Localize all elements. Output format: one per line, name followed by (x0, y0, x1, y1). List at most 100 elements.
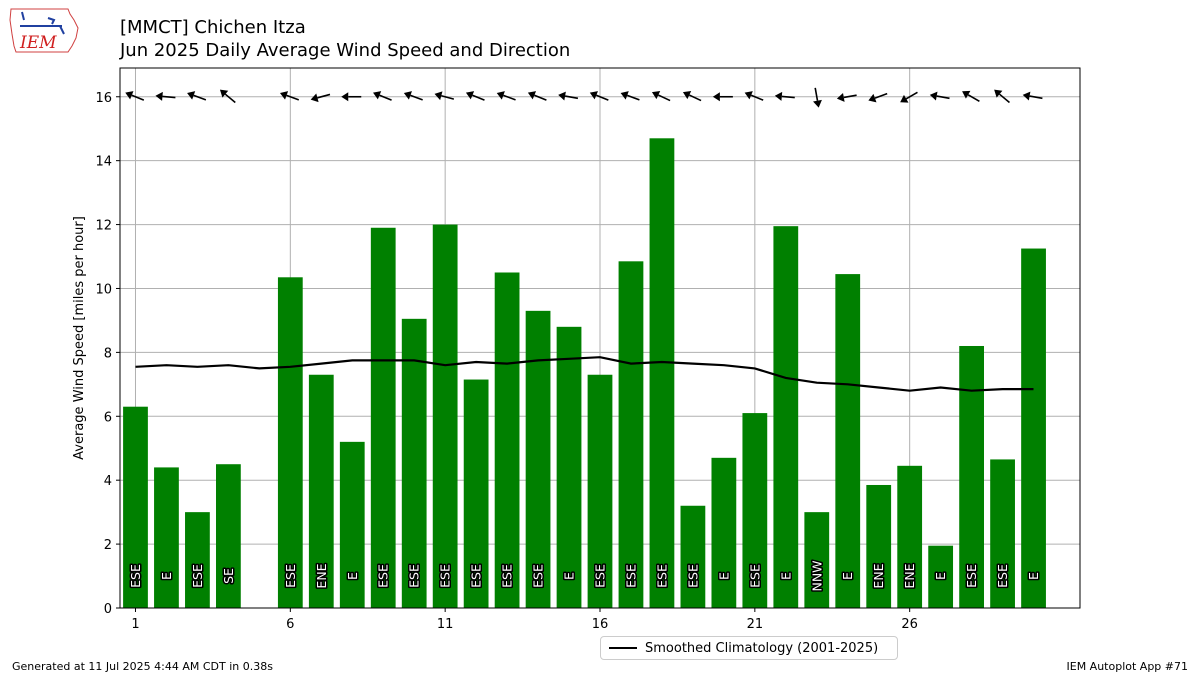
direction-label: E (840, 572, 855, 580)
wind-direction-arrow (155, 91, 176, 101)
wind-direction-arrow (682, 90, 702, 102)
direction-label: ESE (190, 564, 205, 588)
speed-bar (185, 512, 210, 608)
y-tick-label: 2 (104, 538, 112, 553)
wind-direction-arrow (620, 91, 640, 101)
direction-label: E (716, 572, 731, 580)
direction-label: ESE (995, 564, 1010, 588)
direction-label: ESE (376, 564, 391, 588)
climatology-layer (135, 356, 1034, 392)
wind-direction-arrow (1022, 91, 1043, 101)
speed-bar (308, 374, 334, 608)
direction-label: ESE (685, 564, 700, 588)
x-tick-label: 11 (437, 617, 454, 632)
app-label: IEM Autoplot App #71 (1066, 660, 1189, 673)
direction-label: ESE (469, 564, 484, 588)
direction-label: E (562, 572, 577, 580)
speed-bar (897, 465, 923, 608)
speed-bar (494, 272, 520, 608)
generated-timestamp: Generated at 11 Jul 2025 4:44 AM CDT in … (12, 660, 273, 673)
speed-bar (711, 457, 737, 608)
wind-direction-arrow (962, 90, 980, 102)
direction-label: SE (221, 568, 236, 584)
direction-label: E (345, 572, 360, 580)
speed-bar (463, 379, 489, 608)
speed-bar (618, 261, 644, 608)
direction-label: E (778, 572, 793, 580)
x-tick-label: 26 (901, 617, 918, 632)
wind-direction-arrow (279, 91, 300, 101)
y-tick-label: 14 (95, 155, 112, 170)
speed-bar (649, 138, 675, 609)
legend: Smoothed Climatology (2001-2025) (600, 636, 898, 660)
x-tick-label: 21 (747, 617, 764, 632)
speed-bar (525, 310, 551, 608)
y-tick-label: 0 (104, 602, 112, 617)
wind-direction-arrow (558, 91, 579, 101)
speed-bar (866, 484, 892, 608)
wind-direction-arrow (900, 91, 918, 103)
wind-direction-arrow (774, 91, 795, 101)
climatology-line (135, 356, 1034, 392)
direction-label: ESE (438, 564, 453, 588)
speed-bar (277, 277, 303, 608)
direction-label: ESE (593, 564, 608, 588)
wind-direction-arrow (836, 93, 857, 102)
iem-logo: IEM (9, 8, 79, 53)
speed-bar (432, 224, 458, 608)
speed-bar (123, 406, 148, 608)
wind-direction-arrow (712, 92, 733, 102)
wind-direction-arrow (219, 89, 236, 104)
wind-direction-arrow (994, 89, 1010, 104)
direction-label: ESE (654, 564, 669, 588)
y-axis-label: Average Wind Speed [miles per hour] (72, 216, 87, 460)
speed-bar (835, 274, 861, 608)
wind-direction-arrow (125, 91, 145, 101)
chart-title-station: [MMCT] Chichen Itza (120, 17, 306, 38)
wind-direction-arrow (868, 92, 888, 103)
x-tick-label: 1 (131, 617, 139, 632)
wind-direction-arrow (373, 91, 392, 101)
speed-bar (928, 545, 954, 608)
direction-label: ESE (531, 564, 546, 588)
wind-direction-arrow (403, 91, 423, 101)
wind-direction-arrow (496, 91, 516, 101)
wind-direction-arrow (310, 93, 331, 103)
direction-label: ESE (747, 564, 762, 588)
direction-label: E (933, 572, 948, 580)
speed-bar (216, 464, 241, 608)
speed-bar (990, 459, 1015, 608)
wind-direction-arrow (187, 91, 207, 101)
direction-label: ESE (500, 564, 515, 588)
x-tick-label: 16 (592, 617, 609, 632)
direction-label: NNW (809, 560, 824, 591)
direction-labels: ESE E ESE SE ESE ENE E ESE ESE ESE ESE ESE ESE E ESE ES… (126, 559, 1042, 593)
speed-bar (680, 505, 706, 608)
direction-label: ENE (902, 563, 917, 588)
speed-bar (742, 413, 768, 608)
bars (123, 138, 1046, 609)
direction-label: E (159, 572, 174, 580)
x-tick-label: 6 (286, 617, 294, 632)
speed-bar (1021, 248, 1046, 609)
wind-direction-arrow (341, 92, 362, 102)
speed-bar (587, 374, 613, 608)
logo-text: IEM (19, 33, 57, 53)
direction-label: ESE (283, 564, 298, 588)
y-tick-label: 16 (95, 91, 112, 106)
legend-line-swatch (609, 647, 637, 649)
direction-label: ESE (623, 564, 638, 588)
wind-arrows (125, 87, 1043, 108)
wind-direction-arrow (434, 91, 455, 101)
direction-label: ESE (407, 564, 422, 588)
direction-label: E (1026, 572, 1041, 580)
y-tick-label: 8 (104, 346, 112, 361)
wind-direction-arrow (651, 90, 671, 102)
y-tick-label: 12 (95, 219, 112, 234)
speed-bar (773, 226, 799, 608)
wind-direction-arrow (929, 91, 950, 101)
wind-direction-arrow (465, 91, 485, 101)
direction-label: ESE (128, 564, 143, 588)
wind-direction-arrow (527, 91, 547, 101)
